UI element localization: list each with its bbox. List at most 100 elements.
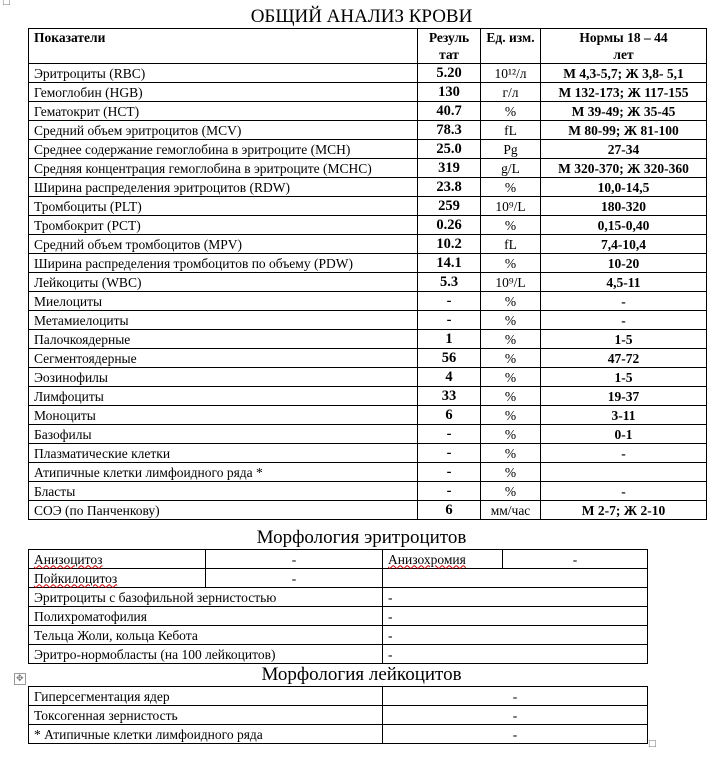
table-row: Гемоглобин (HGB) 130 г/л М 132-173; Ж 11… [28,82,707,102]
unit: % [480,215,541,235]
table-row: Эритроциты с базофильной зернистостью - [28,587,648,607]
norm-range: - [540,291,707,311]
morph-label: Тельца Жоли, кольца Кебота [28,625,383,645]
unit: % [480,348,541,368]
table-row: Анизоцитоз - Анизохромия - [28,549,648,569]
table-row: Среднее содержание гемоглобина в эритроц… [28,139,707,159]
table-row: СОЭ (по Панченкову) 6 мм/час М 2-7; Ж 2-… [28,500,707,520]
result-value: 78.3 [417,120,481,140]
table-resize-handle-icon[interactable]: □ [648,739,657,749]
table-row: Палочкоядерные 1 % 1-5 [28,329,707,349]
table-row: Токсогенная зернистость - [28,705,648,725]
leuko-morph-table: Гиперсегментация ядер - Токсогенная зернис… [28,686,648,744]
table-row: Миелоциты - % - [28,291,707,311]
morph-label: Токсогенная зернистость [28,705,383,725]
table-row: Метамиелоциты - % - [28,310,707,330]
indicator-name: Лимфоциты [28,386,418,406]
unit: % [480,424,541,444]
morph-value: - [382,644,648,664]
table-row: Моноциты 6 % 3-11 [28,405,707,425]
table-row: Средний объем тромбоцитов (MPV) 10.2 fL … [28,234,707,254]
unit: % [480,481,541,501]
unit: % [480,462,541,482]
page-title: ОБЩИЙ АНАЛИЗ КРОВИ [250,6,473,27]
morph-label: Полихроматофилия [28,606,383,626]
indicator-name: Атипичные клетки лимфоидного ряда * [28,462,418,482]
morph-label: Эритроциты с базофильной зернистостью [28,587,383,607]
anisochromia-value: - [502,549,648,569]
result-value: - [417,310,481,330]
norm-range: 4,5-11 [540,272,707,292]
morph-label: * Атипичные клетки лимфоидного ряда [28,724,383,744]
result-value: 5.20 [417,63,481,83]
morph-value: - [382,724,648,744]
table-row: Плазматические клетки - % - [28,443,707,463]
indicator-name: Эозинофилы [28,367,418,387]
table-row: Эозинофилы 4 % 1-5 [28,367,707,387]
norm-range: - [540,310,707,330]
norm-range: 0,15-0,40 [540,215,707,235]
table-row: Ширина распределения тромбоцитов по объе… [28,253,707,273]
header-norms: Нормы 18 – 44 лет [540,28,707,64]
table-row: Эритро-нормобласты (на 100 лейкоцитов) - [28,644,648,664]
result-value: - [417,443,481,463]
anisocytosis-label: Анизоцитоз [34,551,103,567]
table-row: Бласты - % - [28,481,707,501]
norm-range: 3-11 [540,405,707,425]
unit: 10¹²/л [480,63,541,83]
table-row: Эритроциты (RBC) 5.20 10¹²/л М 4,3-5,7; … [28,63,707,83]
table-row: Атипичные клетки лимфоидного ряда * - % [28,462,707,482]
table-row: Лейкоциты (WBC) 5.3 10⁹/L 4,5-11 [28,272,707,292]
anisocytosis-value: - [205,549,383,569]
morph-value: - [382,686,648,706]
norm-range: - [540,481,707,501]
norm-range: 19-37 [540,386,707,406]
unit: мм/час [480,500,541,520]
unit: г/л [480,82,541,102]
result-value: 23.8 [417,177,481,197]
unit: % [480,386,541,406]
morph-value: - [382,625,648,645]
table-move-handle-icon[interactable]: ✥ [14,673,26,685]
table-row: Гиперсегментация ядер - [28,686,648,706]
result-value: 40.7 [417,101,481,121]
norm-range: - [540,443,707,463]
indicator-name: Средний объем эритроцитов (MCV) [28,120,418,140]
table-row: Тромбоциты (PLT) 259 10⁹/L 180-320 [28,196,707,216]
header-result: Резуль тат [417,28,481,64]
table-row: Полихроматофилия - [28,606,648,626]
indicator-name: Бласты [28,481,418,501]
table-row: Базофилы - % 0-1 [28,424,707,444]
table-row: Средняя концентрация гемоглобина в эритр… [28,158,707,178]
table-header: Показатели Резуль тат Ед. изм. Нормы 18 … [28,28,707,64]
header-name: Показатели [28,28,418,64]
unit: % [480,329,541,349]
table-row: Тромбокрит (PCT) 0.26 % 0,15-0,40 [28,215,707,235]
result-value: 14.1 [417,253,481,273]
indicator-name: Ширина распределения эритроцитов (RDW) [28,177,418,197]
result-value: 6 [417,405,481,425]
unit: % [480,291,541,311]
blood-test-table: Показатели Резуль тат Ед. изм. Нормы 18 … [28,28,707,520]
indicator-name: Эритроциты (RBC) [28,63,418,83]
unit: fL [480,234,541,254]
morph-label: Гиперсегментация ядер [28,686,383,706]
unit: 10⁹/L [480,272,541,292]
morph-value: - [382,606,648,626]
unit: fL [480,120,541,140]
norm-range: М 39-49; Ж 35-45 [540,101,707,121]
result-value: 6 [417,500,481,520]
result-value: 4 [417,367,481,387]
norm-range: 0-1 [540,424,707,444]
leuko-morph-title: Морфология лейкоцитов [261,664,462,685]
indicator-name: Ширина распределения тромбоцитов по объе… [28,253,418,273]
unit: % [480,405,541,425]
table-row: Пойкилоцитоз - [28,568,648,588]
header-unit: Ед. изм. [480,28,541,64]
result-value: 1 [417,329,481,349]
table-row: Лимфоциты 33 % 19-37 [28,386,707,406]
morph-value: - [382,587,648,607]
anisochromia-label: Анизохромия [388,551,466,567]
anchor-marker-icon: □ [2,0,11,7]
result-value: 259 [417,196,481,216]
